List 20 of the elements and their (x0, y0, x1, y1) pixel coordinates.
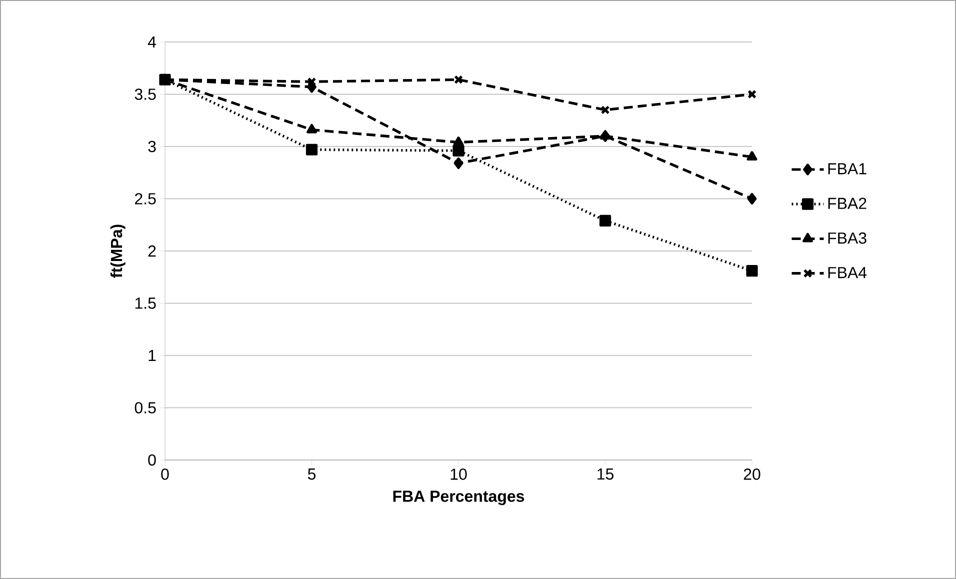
y-tick-label: 4 (148, 36, 156, 48)
legend-label: FBA4 (828, 267, 867, 278)
y-tick-label: 3.5 (134, 88, 156, 100)
y-tick-label: 2.5 (135, 193, 156, 204)
x-tick-label: 10 (450, 468, 467, 480)
x-tick-label: 20 (744, 468, 760, 480)
y-tick-label: 1.5 (135, 298, 156, 309)
y-tick-label: 2 (148, 245, 156, 257)
x-tick-label: 15 (598, 468, 614, 480)
x-tick-label: 0 (161, 468, 169, 480)
x-tick-label: 5 (308, 468, 316, 480)
y-tick-label: 0 (148, 454, 156, 466)
y-axis-title: ft(MPa) (110, 224, 126, 278)
y-tick-label: 0.5 (134, 402, 156, 414)
y-tick-label: 3 (148, 140, 156, 152)
x-axis-title: FBA Percentages (393, 490, 524, 506)
y-tick-label: 1 (148, 350, 156, 362)
legend-label: FBA1 (828, 163, 866, 174)
legend-label: FBA3 (828, 232, 866, 244)
legend-label: FBA2 (828, 198, 866, 209)
